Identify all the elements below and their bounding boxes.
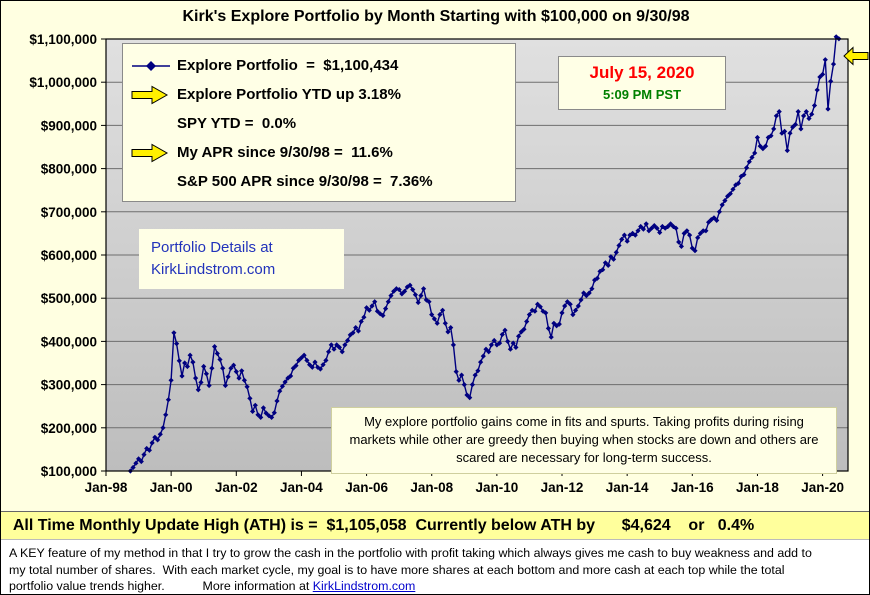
svg-text:Jan-02: Jan-02 <box>215 480 258 495</box>
yellow-arrow-icon <box>131 143 177 163</box>
legend-label: SPY YTD = 0.0% <box>177 115 297 132</box>
svg-text:Jan-16: Jan-16 <box>671 480 714 495</box>
legend-row-explore-value: Explore Portfolio = $1,100,434 <box>131 51 507 80</box>
footer-text: A KEY feature of my method in that I try… <box>1 541 869 594</box>
footer-line2: my total number of shares. With each mar… <box>9 562 785 577</box>
annotation-box: My explore portfolio gains come in fits … <box>331 407 837 474</box>
details-note-line1: Portfolio Details at <box>151 239 273 256</box>
footer-line1: A KEY feature of my method in that I try… <box>9 546 812 560</box>
svg-text:$900,000: $900,000 <box>41 118 97 133</box>
kirklindstrom-link[interactable]: KirkLindstrom.com <box>312 579 416 594</box>
legend-box: Explore Portfolio = $1,100,434 Explore P… <box>122 43 516 202</box>
details-note-line2: KirkLindstrom.com <box>151 260 276 278</box>
legend-label: S&P 500 APR since 9/30/98 = 7.36% <box>177 173 433 190</box>
svg-text:Jan-18: Jan-18 <box>736 480 779 495</box>
svg-text:Jan-00: Jan-00 <box>150 480 193 495</box>
svg-text:Jan-12: Jan-12 <box>541 480 584 495</box>
svg-text:Jan-98: Jan-98 <box>85 480 128 495</box>
svg-text:$1,000,000: $1,000,000 <box>29 75 97 90</box>
legend-row-spy-ytd: SPY YTD = 0.0% <box>131 109 507 138</box>
chart-area: $100,000 $200,000 $300,000 $400,000 $500,000… <box>1 1 869 511</box>
svg-text:$600,000: $600,000 <box>41 248 97 263</box>
svg-text:Jan-06: Jan-06 <box>345 480 388 495</box>
svg-text:$1,100,000: $1,100,000 <box>29 32 97 47</box>
portfolio-details-note: Portfolio Details at KirkLindstrom.com <box>139 229 344 289</box>
ath-banner: All Time Monthly Update High (ATH) is = … <box>1 511 869 540</box>
svg-text:$200,000: $200,000 <box>41 421 97 436</box>
svg-text:Jan-14: Jan-14 <box>606 480 649 495</box>
ath-banner-text: All Time Monthly Update High (ATH) is = … <box>9 516 755 534</box>
legend-label: Explore Portfolio YTD up 3.18% <box>177 86 401 103</box>
legend-label: Explore Portfolio = $1,100,434 <box>177 57 399 74</box>
legend-row-ytd: Explore Portfolio YTD up 3.18% <box>131 80 507 109</box>
series-marker-icon <box>131 60 177 72</box>
chart-title: Kirk's Explore Portfolio by Month Starti… <box>182 8 690 25</box>
svg-text:$800,000: $800,000 <box>41 162 97 177</box>
yellow-arrow-icon <box>131 85 177 105</box>
svg-text:$400,000: $400,000 <box>41 334 97 349</box>
svg-text:$500,000: $500,000 <box>41 291 97 306</box>
footer-line3-text: portfolio value trends higher. More info… <box>9 579 313 594</box>
svg-text:Jan-04: Jan-04 <box>280 480 323 495</box>
date-box: July 15, 2020 5:09 PM PST <box>558 56 726 110</box>
svg-text:$100,000: $100,000 <box>41 464 97 479</box>
annotation-text: My explore portfolio gains come in fits … <box>349 414 819 466</box>
svg-text:$300,000: $300,000 <box>41 378 97 393</box>
legend-label: My APR since 9/30/98 = 11.6% <box>177 144 393 161</box>
latest-point-arrow-icon <box>843 46 869 71</box>
footer-line3: portfolio value trends higher. More info… <box>9 578 863 594</box>
svg-text:Jan-10: Jan-10 <box>475 480 518 495</box>
update-time: 5:09 PM PST <box>602 87 682 102</box>
legend-row-sp500-apr: S&P 500 APR since 9/30/98 = 7.36% <box>131 167 507 196</box>
legend-row-my-apr: My APR since 9/30/98 = 11.6% <box>131 138 507 167</box>
svg-text:Jan-08: Jan-08 <box>410 480 453 495</box>
update-date: July 15, 2020 <box>589 63 695 82</box>
svg-text:Jan-20: Jan-20 <box>801 480 844 495</box>
svg-text:$700,000: $700,000 <box>41 205 97 220</box>
